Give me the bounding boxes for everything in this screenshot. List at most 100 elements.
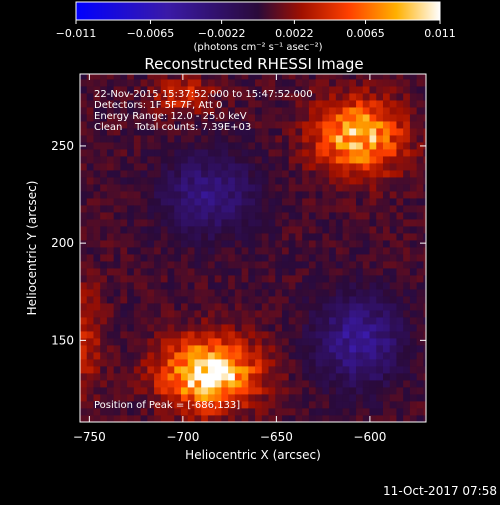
heatmap-cell bbox=[389, 345, 397, 353]
heatmap-cell bbox=[133, 380, 141, 388]
heatmap-cell bbox=[174, 373, 182, 381]
heatmap-cell bbox=[389, 338, 397, 346]
heatmap-cell bbox=[362, 114, 370, 122]
heatmap-cell bbox=[120, 142, 128, 150]
heatmap-cell bbox=[93, 184, 101, 192]
heatmap-cell bbox=[167, 261, 175, 269]
heatmap-cell bbox=[93, 296, 101, 304]
heatmap-cell bbox=[308, 177, 317, 185]
heatmap-cell bbox=[174, 282, 182, 290]
heatmap-cell bbox=[349, 156, 357, 164]
heatmap-cell bbox=[356, 163, 364, 171]
heatmap-cell bbox=[133, 317, 141, 325]
heatmap-cell bbox=[281, 261, 290, 269]
heatmap-cell bbox=[302, 394, 310, 402]
heatmap-cell bbox=[349, 324, 357, 332]
heatmap-cell bbox=[423, 282, 427, 290]
heatmap-cell bbox=[241, 317, 249, 325]
heatmap-cell bbox=[241, 79, 249, 87]
heatmap-cell bbox=[255, 247, 263, 255]
heatmap-cell bbox=[201, 331, 209, 339]
heatmap-cell bbox=[80, 366, 88, 374]
heatmap-cell bbox=[234, 268, 242, 276]
heatmap-cell bbox=[342, 359, 350, 367]
heatmap-cell bbox=[174, 261, 182, 269]
heatmap-cell bbox=[234, 373, 242, 381]
heatmap-cell bbox=[160, 191, 168, 199]
heatmap-cell bbox=[288, 303, 296, 311]
heatmap-cell bbox=[409, 366, 418, 374]
heatmap-cell bbox=[133, 107, 141, 115]
heatmap-cell bbox=[207, 128, 216, 136]
heatmap-cell bbox=[275, 156, 283, 164]
heatmap-cell bbox=[214, 338, 222, 346]
heatmap-cell bbox=[288, 135, 296, 143]
heatmap-cell bbox=[423, 296, 427, 304]
heatmap-cell bbox=[376, 212, 384, 220]
heatmap-cell bbox=[228, 394, 236, 402]
heatmap-cell bbox=[248, 345, 256, 353]
heatmap-cell bbox=[335, 359, 343, 367]
heatmap-cell bbox=[160, 86, 168, 94]
heatmap-cell bbox=[207, 254, 216, 262]
heatmap-cell bbox=[329, 373, 337, 381]
heatmap-cell bbox=[100, 149, 108, 157]
heatmap-cell bbox=[207, 163, 216, 171]
heatmap-cell bbox=[214, 142, 222, 150]
heatmap-cell bbox=[221, 240, 229, 248]
heatmap-cell bbox=[275, 107, 283, 115]
heatmap-cell bbox=[201, 373, 209, 381]
heatmap-cell bbox=[389, 373, 397, 381]
heatmap-cell bbox=[255, 184, 263, 192]
heatmap-cell bbox=[255, 352, 263, 360]
heatmap-cell bbox=[167, 198, 175, 206]
heatmap-cell bbox=[228, 359, 236, 367]
heatmap-cell bbox=[93, 128, 101, 136]
heatmap-cell bbox=[234, 352, 242, 360]
heatmap-cell bbox=[248, 261, 256, 269]
heatmap-cell bbox=[329, 177, 337, 185]
heatmap-cell bbox=[308, 93, 317, 101]
heatmap-cell bbox=[180, 226, 189, 234]
heatmap-cell bbox=[423, 408, 427, 416]
heatmap-cell bbox=[329, 79, 337, 87]
heatmap-cell bbox=[93, 415, 101, 423]
heatmap-cell bbox=[322, 156, 330, 164]
heatmap-cell bbox=[167, 366, 175, 374]
heatmap-cell bbox=[409, 128, 418, 136]
heatmap-cell bbox=[409, 331, 418, 339]
heatmap-cell bbox=[261, 401, 269, 409]
heatmap-cell bbox=[275, 233, 283, 241]
heatmap-cell bbox=[248, 296, 256, 304]
heatmap-cell bbox=[214, 254, 222, 262]
heatmap-cell bbox=[187, 212, 195, 220]
heatmap-cell bbox=[248, 303, 256, 311]
heatmap-cell bbox=[167, 408, 175, 416]
heatmap-cell bbox=[167, 380, 175, 388]
heatmap-cell bbox=[349, 415, 357, 423]
heatmap-cell bbox=[342, 310, 350, 318]
heatmap-cell bbox=[187, 373, 195, 381]
heatmap-cell bbox=[180, 254, 189, 262]
heatmap-cell bbox=[248, 79, 256, 87]
heatmap-cell bbox=[376, 366, 384, 374]
heatmap-cell bbox=[248, 205, 256, 213]
heatmap-cell bbox=[268, 282, 276, 290]
heatmap-cell bbox=[214, 205, 222, 213]
heatmap-cell bbox=[275, 303, 283, 311]
heatmap-cell bbox=[234, 359, 242, 367]
heatmap-cell bbox=[362, 156, 370, 164]
heatmap-cell bbox=[315, 156, 323, 164]
heatmap-cell bbox=[315, 114, 323, 122]
heatmap-cell bbox=[356, 149, 364, 157]
heatmap-cell bbox=[416, 387, 424, 395]
heatmap-cell bbox=[100, 100, 108, 108]
heatmap-cell bbox=[342, 93, 350, 101]
heatmap-cell bbox=[133, 408, 141, 416]
heatmap-cell bbox=[187, 352, 195, 360]
heatmap-cell bbox=[207, 149, 216, 157]
heatmap-cell bbox=[120, 135, 128, 143]
heatmap-cell bbox=[281, 177, 290, 185]
heatmap-cell bbox=[248, 135, 256, 143]
heatmap-cell bbox=[268, 226, 276, 234]
